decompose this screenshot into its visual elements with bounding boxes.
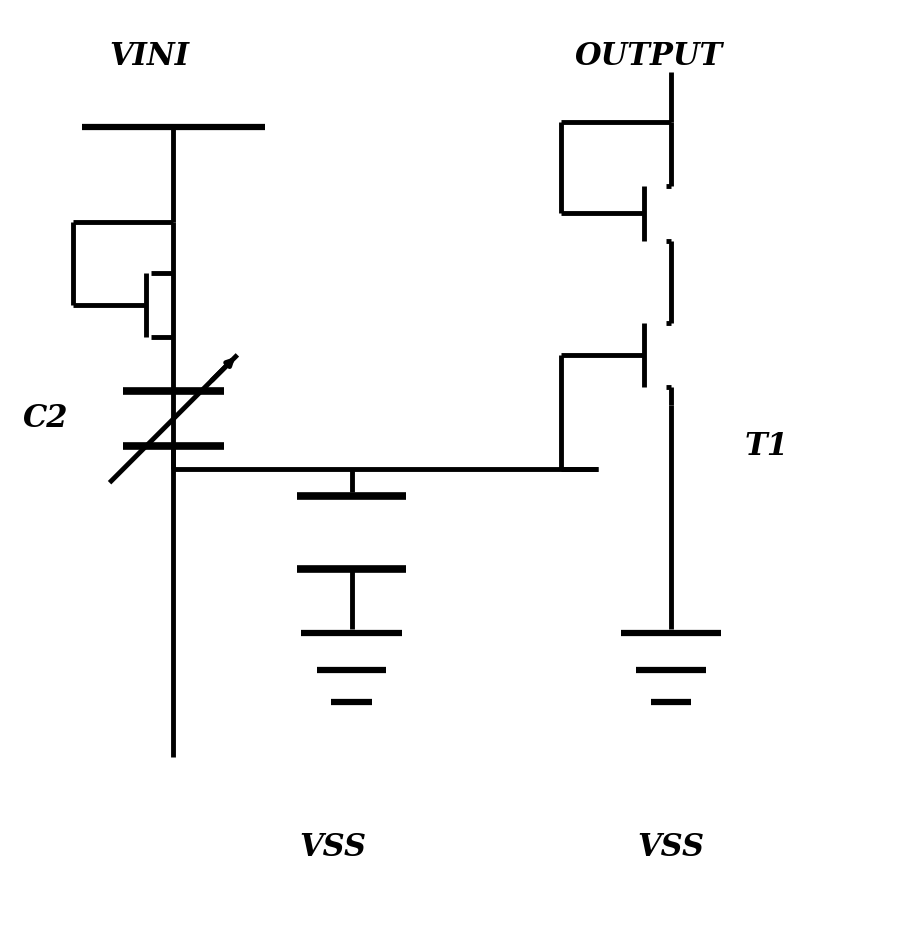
Text: VSS: VSS: [637, 832, 705, 863]
Text: VSS: VSS: [299, 832, 367, 863]
Text: VINI: VINI: [110, 41, 190, 72]
Text: T1: T1: [744, 431, 788, 461]
Text: C2: C2: [23, 403, 68, 434]
Text: OUTPUT: OUTPUT: [575, 41, 723, 72]
